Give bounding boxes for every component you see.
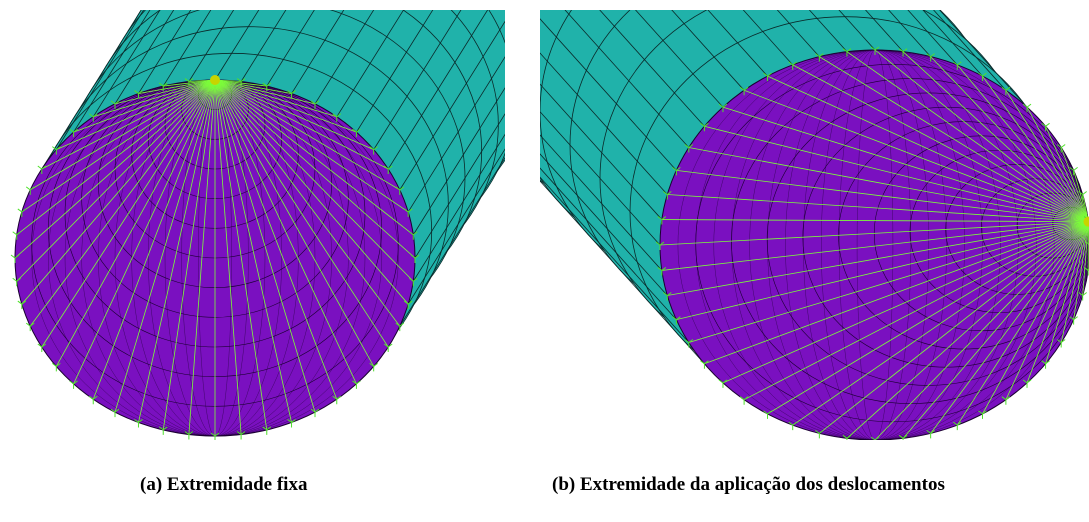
fan-node	[210, 75, 220, 85]
figure	[0, 0, 1089, 460]
cylinder-ring	[270, 0, 700, 7]
cylinder-ring	[282, 0, 682, 9]
page: (a) Extremidade fixa (b) Extremidade da …	[0, 0, 1089, 522]
caption-b: (b) Extremidade da aplicação dos desloca…	[552, 474, 1089, 496]
caption-a: (a) Extremidade fixa	[140, 474, 307, 496]
